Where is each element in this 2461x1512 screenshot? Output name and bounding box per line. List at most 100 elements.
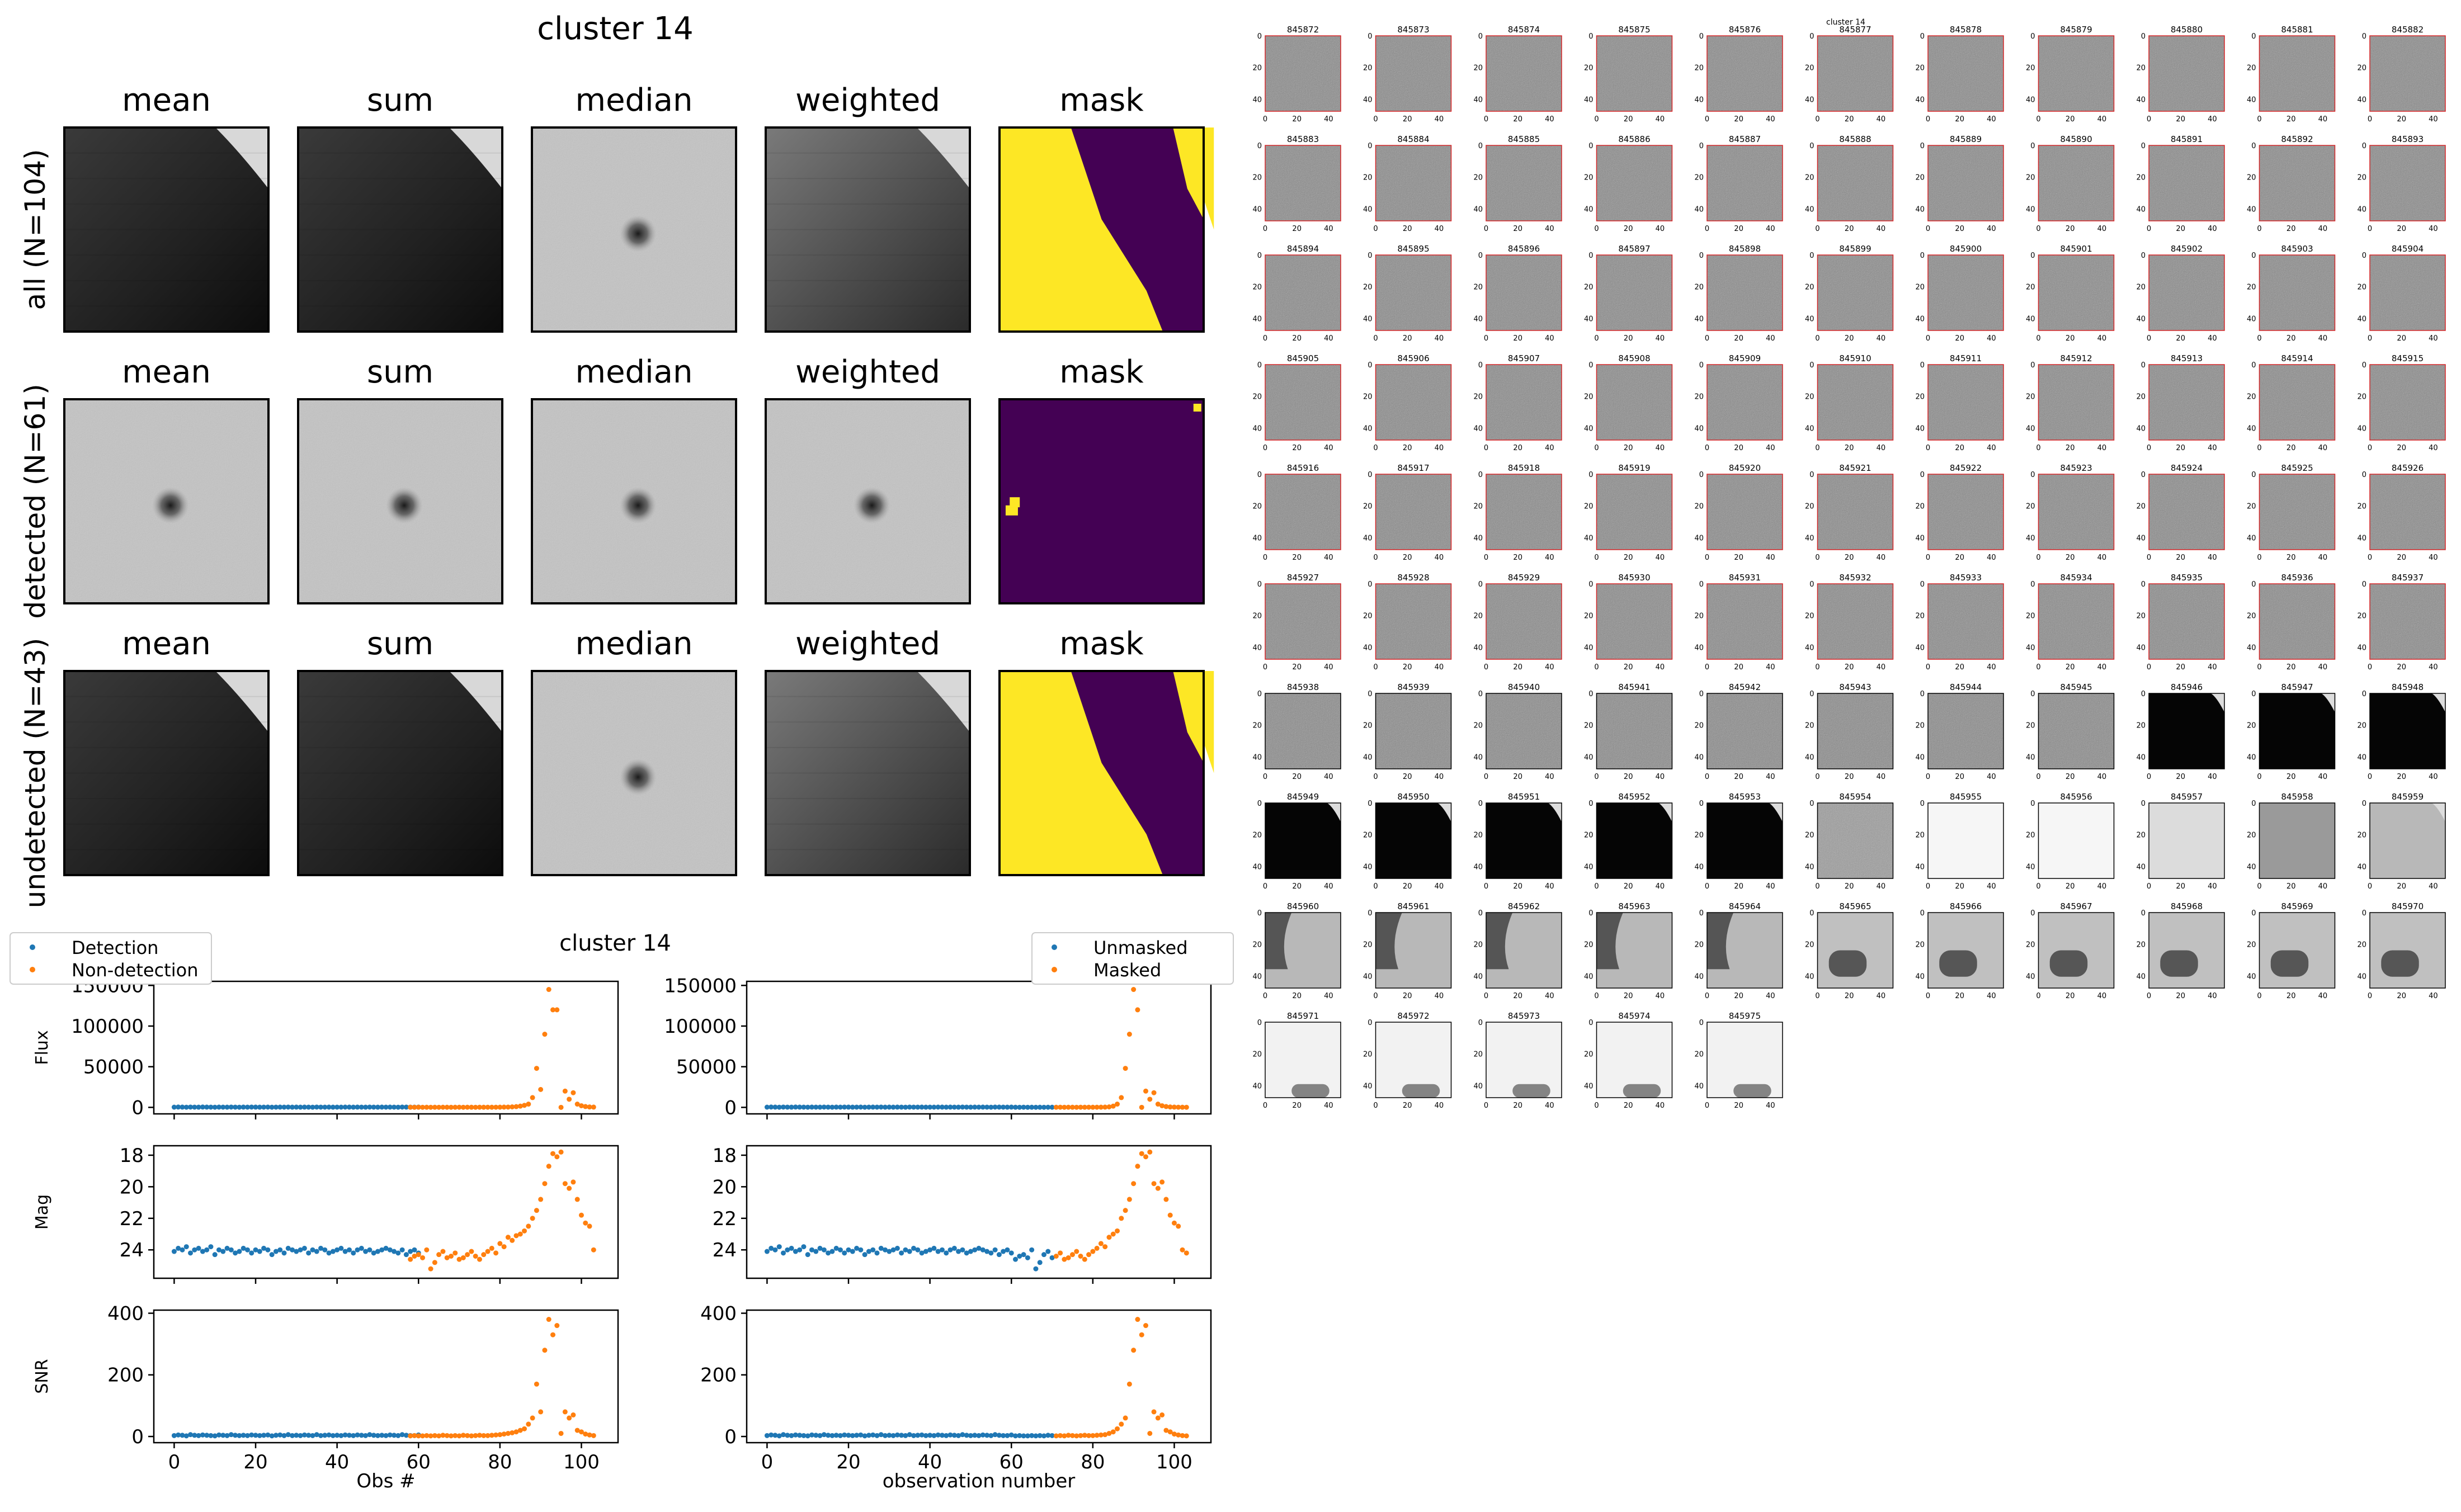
cutout-x-tick: 0 <box>1594 1102 1599 1110</box>
data-point <box>935 1249 941 1254</box>
data-point <box>976 1104 982 1110</box>
y-tick-label: 24 <box>713 1239 737 1261</box>
cutout-id-label: 845898 <box>1729 244 1761 254</box>
cutout-y-tick: 40 <box>1915 644 1925 652</box>
data-point <box>534 1208 539 1213</box>
data-point <box>1184 1433 1189 1439</box>
data-point <box>188 1104 194 1110</box>
cutout-x-tick: 20 <box>1403 554 1412 562</box>
data-point <box>826 1104 831 1110</box>
cutout-y-tick: 0 <box>1809 580 1814 589</box>
data-point <box>1135 1164 1140 1169</box>
cutout-noise <box>2259 145 2335 221</box>
cutout-x-tick: 0 <box>2147 882 2151 891</box>
data-point <box>473 1104 478 1110</box>
cutout-x-tick: 20 <box>2286 882 2296 891</box>
legend-box <box>10 932 212 985</box>
data-point <box>310 1104 315 1110</box>
cutout-x-tick: 20 <box>1403 882 1412 891</box>
cutout-image <box>2038 803 2114 878</box>
data-point <box>1139 1151 1144 1156</box>
data-point <box>583 1220 588 1226</box>
data-point <box>927 1247 933 1253</box>
data-point <box>375 1104 380 1110</box>
cutout-y-tick: 40 <box>1805 424 1814 433</box>
data-point <box>1069 1433 1075 1438</box>
data-point <box>826 1433 831 1438</box>
data-point <box>359 1245 364 1251</box>
data-point <box>220 1104 226 1110</box>
data-point <box>956 1249 961 1254</box>
data-point <box>298 1104 303 1110</box>
cutout-frame <box>2038 474 2115 550</box>
data-point <box>460 1104 466 1110</box>
data-point <box>829 1249 835 1254</box>
cutout-x-tick: 0 <box>2257 554 2261 562</box>
cutout-x-tick: 0 <box>1373 115 1378 124</box>
cutout-id-label: 845967 <box>2060 901 2092 911</box>
cutout-x-tick: 40 <box>1324 115 1333 124</box>
data-point <box>1102 1432 1108 1438</box>
cutout-y-tick: 0 <box>1920 800 1925 808</box>
cutout-noise <box>1375 474 1451 550</box>
cutout-y-tick: 20 <box>1915 722 1925 730</box>
cutout-id-label: 845947 <box>2281 682 2313 692</box>
data-point <box>1066 1104 1071 1110</box>
data-point <box>493 1104 499 1110</box>
cutout-noise <box>1596 365 1672 440</box>
data-point <box>1123 1208 1128 1213</box>
cutout-x-tick: 40 <box>1435 334 1444 343</box>
cutout-id-label: 845952 <box>1618 792 1650 802</box>
cutout-image <box>2370 803 2445 878</box>
data-point <box>322 1104 328 1110</box>
column-title: weighted <box>795 626 940 662</box>
cutout-id-label: 845966 <box>1950 901 1982 911</box>
data-point <box>1029 1104 1035 1110</box>
cutout-image <box>1928 803 2003 878</box>
cutout-noise <box>1486 365 1562 440</box>
cutout-y-tick: 40 <box>2136 315 2146 323</box>
data-point <box>907 1249 912 1254</box>
cutout-y-tick: 0 <box>1478 142 1483 150</box>
cutout-y-tick: 0 <box>1588 361 1593 370</box>
cutout-y-tick: 0 <box>1809 252 1814 260</box>
cutout-y-tick: 40 <box>1363 644 1373 652</box>
image-frame <box>998 398 1205 604</box>
cutout-noise <box>1817 255 1893 330</box>
cutout-frame <box>1265 364 1341 441</box>
cutout-frame <box>1817 693 1894 769</box>
cutout-x-tick: 40 <box>2318 663 2328 672</box>
data-point <box>1045 1249 1051 1254</box>
cutout-y-tick: 20 <box>1363 612 1373 621</box>
data-point <box>772 1433 778 1438</box>
cutout-x-tick: 40 <box>2429 992 2438 1000</box>
cutout-y-tick: 0 <box>1588 1019 1593 1027</box>
cutout-y-tick: 20 <box>2247 831 2256 840</box>
cutout-x-tick: 40 <box>1545 663 1554 672</box>
cutout-x-tick: 40 <box>2318 882 2328 891</box>
data-point <box>436 1252 442 1258</box>
data-point <box>923 1249 928 1254</box>
cutout-x-tick: 20 <box>1513 992 1522 1000</box>
data-point <box>769 1432 774 1438</box>
cutout-noise <box>1928 474 2003 550</box>
data-point <box>890 1433 896 1438</box>
cutout-y-tick: 20 <box>1915 174 1925 182</box>
data-point <box>1147 1149 1153 1155</box>
cutout-id-label: 845906 <box>1397 353 1429 363</box>
cutout-x-tick: 20 <box>1955 992 1964 1000</box>
cutout-x-tick: 0 <box>2257 773 2261 781</box>
cutout-y-tick: 0 <box>2030 580 2035 589</box>
bright-edge <box>449 671 502 733</box>
data-point <box>919 1250 925 1256</box>
data-point <box>554 1007 560 1013</box>
cutout-y-tick: 40 <box>1805 753 1814 762</box>
data-point <box>1001 1433 1006 1438</box>
cutout-x-tick: 40 <box>1435 882 1444 891</box>
